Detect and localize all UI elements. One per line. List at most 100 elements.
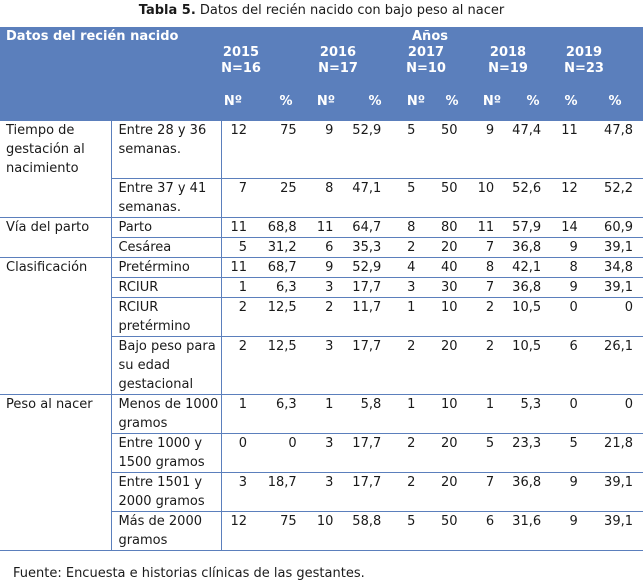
table-row: Más de 2000 gramos 12 75 10 58,8 5 50 6 31,6 9 39,… [0, 511, 643, 551]
subcol-2019-a: % [564, 94, 578, 109]
table-cell: 5 [389, 121, 424, 179]
table-row: Cesárea 5 31,2 6 35,3 2 20 7 36,8 9 39,1 [0, 237, 643, 258]
table-cell: 6 [549, 336, 586, 395]
n-2018: N=19 [488, 61, 528, 76]
footnote: Fuente: Encuesta e historias clínicas de… [13, 566, 365, 581]
table-cell: 17,7 [341, 336, 390, 395]
table-cell: 5 [389, 511, 424, 551]
table-cell: 47,4 [502, 121, 550, 179]
subcol-2016-pct: % [368, 94, 382, 109]
caption-label: Tabla 5. [138, 3, 196, 18]
table-cell: 58,8 [341, 511, 390, 551]
table-cell: 1 [389, 394, 424, 434]
table-cell: 42,1 [502, 257, 550, 278]
table-cell: 25 [255, 178, 305, 218]
row-group-label [0, 511, 113, 551]
table-cell: 2 [389, 433, 424, 473]
row-group-label: Vía del parto [0, 217, 113, 237]
row-label: Más de 2000 gramos [111, 511, 223, 551]
table-cell: 3 [304, 433, 342, 473]
table-cell: 8 [465, 257, 503, 278]
table-cell: 36,8 [502, 237, 550, 258]
table-cell: 10 [423, 297, 466, 337]
table-cell: 1 [465, 394, 503, 434]
table-cell: 9 [549, 277, 586, 298]
table-cell: 40 [423, 257, 466, 278]
table-cell: 47,1 [341, 178, 390, 218]
table-cell: 2 [389, 237, 424, 258]
table-cell: 36,8 [502, 277, 550, 298]
table-cell: 68,7 [255, 257, 305, 278]
table-cell: 0 [221, 433, 256, 473]
row-group-label [0, 178, 113, 218]
table-cell: 50 [423, 178, 466, 218]
table-cell: 6,3 [255, 277, 305, 298]
table-cell: 3 [389, 277, 424, 298]
row-label: Pretérmino [111, 257, 223, 278]
table-cell: 11 [549, 121, 586, 179]
table-cell: 30 [423, 277, 466, 298]
table-cell: 36,8 [502, 472, 550, 512]
year-2019: 2019 [565, 45, 603, 60]
table-cell: 5,8 [341, 394, 390, 434]
row-label: Entre 37 y 41 semanas. [111, 178, 223, 218]
table-cell: 17,7 [341, 433, 390, 473]
table-cell: 47,8 [585, 121, 643, 179]
table-row: RCIUR 1 6,3 3 17,7 3 30 7 36,8 9 39,1 [0, 277, 643, 298]
table-cell: 52,9 [341, 257, 390, 278]
table-cell: 57,9 [502, 217, 550, 238]
table-cell: 1 [221, 394, 256, 434]
row-label: Cesárea [111, 237, 223, 258]
table-cell: 2 [465, 336, 503, 395]
row-label: RCIUR [111, 277, 223, 298]
row-group-label [0, 433, 113, 472]
table-cell: 4 [389, 257, 424, 278]
row-label: Parto [111, 217, 223, 238]
row-group-label [0, 336, 113, 395]
table-cell: 8 [389, 217, 424, 238]
table-cell: 6 [304, 237, 342, 258]
table-cell: 12 [221, 121, 256, 179]
table-caption: Tabla 5. Datos del recién nacido con baj… [0, 3, 643, 19]
table-cell: 9 [304, 257, 342, 278]
row-group-label [0, 297, 113, 336]
table-cell: 9 [549, 472, 586, 512]
table-cell: 7 [465, 472, 503, 512]
table-cell: 3 [304, 472, 342, 512]
row-group-label [0, 472, 113, 511]
table-cell: 9 [465, 121, 503, 179]
table-cell: 7 [465, 277, 503, 298]
table-cell: 9 [549, 237, 586, 258]
table-cell: 60,9 [585, 217, 643, 238]
table-cell: 12,5 [255, 336, 305, 395]
n-2016: N=17 [318, 61, 358, 76]
table-cell: 8 [549, 257, 586, 278]
table-cell: 39,1 [585, 472, 643, 512]
table-row: Bajo peso para su edad gestacional 2 12,5 3… [0, 336, 643, 395]
row-group-label [0, 277, 113, 297]
table-cell: 11,7 [341, 297, 390, 337]
table-cell: 20 [423, 237, 466, 258]
table-cell: 0 [255, 433, 305, 473]
table-cell: 39,1 [585, 237, 643, 258]
table-cell: 0 [585, 394, 643, 434]
table-cell: 2 [465, 297, 503, 337]
header-years-label: Años [412, 29, 448, 44]
table-cell: 20 [423, 433, 466, 473]
year-2018: 2018 [489, 45, 527, 60]
table-cell: 11 [221, 257, 256, 278]
table-cell: 3 [304, 277, 342, 298]
table-cell: 14 [549, 217, 586, 238]
table-cell: 2 [221, 336, 256, 395]
table-cell: 17,7 [341, 277, 390, 298]
table-cell: 10 [423, 394, 466, 434]
subcol-2017-n: Nº [406, 94, 426, 109]
table-cell: 10,5 [502, 336, 550, 395]
table-cell: 10,5 [502, 297, 550, 337]
row-group-label [0, 237, 113, 258]
table-cell: 20 [423, 472, 466, 512]
subcol-2017-pct: % [445, 94, 459, 109]
data-table: Tiempo de gestación al nacimiento Entre 2… [0, 121, 643, 551]
table-cell: 11 [304, 217, 342, 238]
subcol-2015-n: Nº [223, 94, 243, 109]
